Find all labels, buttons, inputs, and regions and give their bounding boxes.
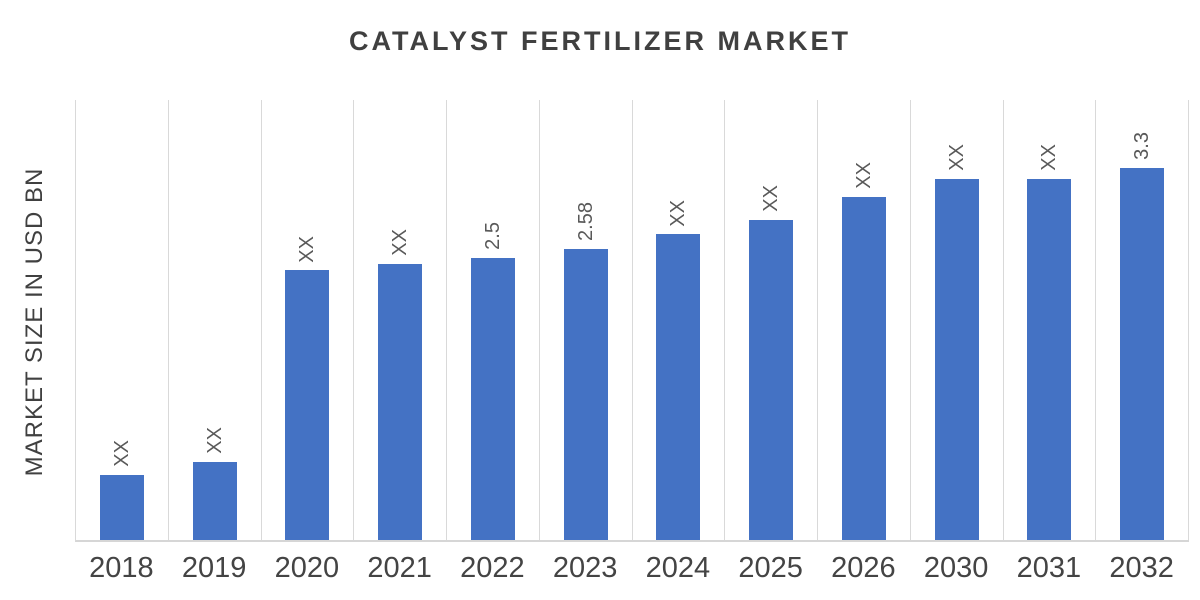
bar-value-label: XX — [667, 199, 690, 227]
x-axis-label-2025: 2025 — [738, 552, 803, 584]
bar-value-label: XX — [389, 228, 412, 256]
bar-2032 — [1120, 167, 1165, 540]
x-axis-label-2031: 2031 — [1016, 552, 1082, 584]
x-axis: 2018 2019 2020 2021 2022 2023 2024 2025 2026 2030… — [75, 552, 1188, 592]
bar-2019 — [192, 462, 237, 540]
bar-cell-2032: 3.3 — [1096, 100, 1189, 540]
bar-cell-2024: XX — [633, 100, 726, 540]
bar-2020 — [285, 270, 330, 540]
x-axis-label-2023: 2023 — [552, 552, 618, 584]
bar-value-label: 2.5 — [481, 222, 504, 250]
x-axis-label-2020: 2020 — [274, 552, 340, 584]
bar-cell-2031: XX — [1004, 100, 1097, 540]
bar-value-label: XX — [1038, 144, 1061, 171]
bar-2022 — [470, 257, 515, 540]
bar-2026 — [841, 197, 886, 540]
bar-value-label: XX — [110, 439, 133, 467]
x-axis-label-2019: 2019 — [181, 552, 247, 584]
bar-2023 — [563, 248, 608, 540]
bar-2025 — [749, 219, 794, 540]
bar-2021 — [378, 263, 423, 540]
chart-title: CATALYST FERTILIZER MARKET — [349, 26, 851, 56]
bar-cell-2025: XX — [725, 100, 818, 540]
bar-cell-2030: XX — [911, 100, 1004, 540]
bar-2030 — [934, 178, 979, 540]
bar-cell-2026: XX — [818, 100, 911, 540]
bar-value-label: 3.3 — [1131, 131, 1154, 160]
x-axis-label-2022: 2022 — [460, 552, 525, 584]
x-axis-label-2018: 2018 — [89, 552, 154, 584]
bar-cell-2021: XX — [354, 100, 447, 540]
x-axis-label-2021: 2021 — [367, 552, 432, 584]
bar-cell-2018: XX — [76, 100, 169, 540]
bar-value-label: XX — [945, 144, 968, 171]
bar-2031 — [1027, 178, 1072, 540]
bar-value-label: XX — [852, 162, 875, 190]
x-axis-label-2030: 2030 — [923, 552, 989, 584]
x-axis-label-2032: 2032 — [1109, 552, 1174, 584]
bar-2024 — [656, 234, 701, 540]
bar-value-label: XX — [203, 427, 226, 455]
bar-cell-2023: 2.58 — [540, 100, 633, 540]
bar-value-label: XX — [296, 235, 319, 263]
bar-cell-2022: 2.5 — [447, 100, 540, 540]
bar-value-label: 2.58 — [574, 202, 597, 241]
plot-area: XX XX XX XX 2.5 2.58 XX XX XX XX XX 3.3 — [75, 100, 1189, 542]
x-axis-label-2024: 2024 — [645, 552, 711, 584]
bar-cell-2020: XX — [262, 100, 355, 540]
bar-cell-2019: XX — [169, 100, 262, 540]
x-axis-label-2026: 2026 — [831, 552, 896, 584]
y-axis-label: MARKET SIZE IN USD BN — [21, 167, 48, 477]
bar-value-label: XX — [760, 184, 783, 212]
bar-2018 — [99, 474, 144, 540]
